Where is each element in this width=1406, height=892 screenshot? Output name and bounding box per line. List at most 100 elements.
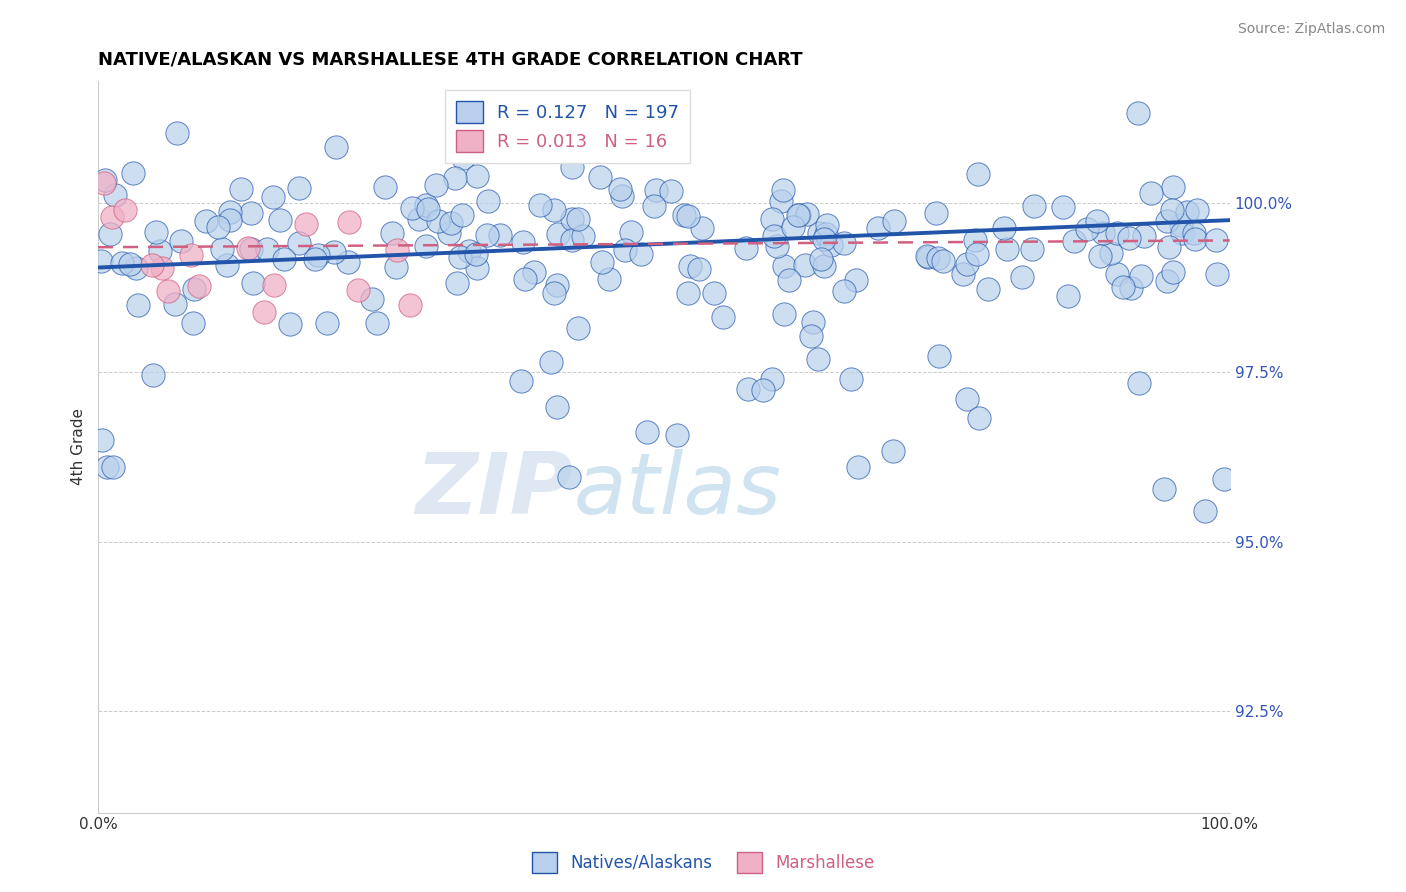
Point bbox=[489, 227, 512, 242]
Text: atlas: atlas bbox=[574, 450, 782, 533]
Point bbox=[114, 203, 136, 218]
Point bbox=[263, 278, 285, 293]
Point bbox=[240, 242, 263, 256]
Point bbox=[543, 286, 565, 301]
Point bbox=[529, 198, 551, 212]
Point bbox=[1187, 203, 1209, 218]
Point bbox=[457, 244, 479, 258]
Point bbox=[928, 349, 950, 363]
Point bbox=[846, 459, 869, 474]
Point bbox=[475, 227, 498, 242]
Point bbox=[690, 221, 713, 235]
Point bbox=[763, 229, 786, 244]
Point bbox=[676, 209, 699, 223]
Point bbox=[157, 284, 180, 298]
Point bbox=[1126, 106, 1149, 120]
Point bbox=[93, 176, 115, 190]
Point bbox=[401, 202, 423, 216]
Point bbox=[613, 243, 636, 257]
Point bbox=[381, 227, 404, 241]
Point bbox=[127, 298, 149, 312]
Legend: Natives/Alaskans, Marshallese: Natives/Alaskans, Marshallese bbox=[524, 846, 882, 880]
Point bbox=[426, 214, 449, 228]
Point bbox=[834, 235, 856, 250]
Point bbox=[1011, 269, 1033, 284]
Point bbox=[609, 182, 631, 196]
Point bbox=[591, 255, 613, 269]
Point bbox=[229, 181, 252, 195]
Point bbox=[449, 250, 471, 264]
Point bbox=[465, 261, 488, 276]
Point bbox=[955, 257, 977, 271]
Point bbox=[737, 382, 759, 396]
Point bbox=[761, 372, 783, 386]
Point bbox=[464, 247, 486, 261]
Point bbox=[304, 252, 326, 266]
Point bbox=[787, 208, 810, 222]
Point bbox=[1161, 202, 1184, 217]
Point bbox=[1085, 213, 1108, 227]
Point bbox=[630, 247, 652, 261]
Point bbox=[288, 235, 311, 250]
Point bbox=[1170, 226, 1192, 240]
Point bbox=[416, 202, 439, 216]
Point bbox=[1063, 234, 1085, 248]
Point bbox=[90, 433, 112, 447]
Point bbox=[917, 251, 939, 265]
Point bbox=[103, 188, 125, 202]
Point bbox=[932, 254, 955, 268]
Point bbox=[832, 284, 855, 298]
Point bbox=[101, 460, 124, 475]
Point bbox=[93, 173, 115, 187]
Point bbox=[180, 248, 202, 262]
Point bbox=[820, 238, 842, 252]
Point bbox=[1133, 228, 1156, 243]
Point bbox=[924, 206, 946, 220]
Point bbox=[659, 184, 682, 198]
Point bbox=[1128, 376, 1150, 391]
Point bbox=[307, 248, 329, 262]
Point bbox=[1177, 205, 1199, 219]
Point bbox=[1119, 281, 1142, 295]
Point bbox=[845, 273, 868, 287]
Point bbox=[808, 226, 831, 240]
Point bbox=[810, 252, 832, 266]
Point bbox=[813, 232, 835, 246]
Point bbox=[546, 401, 568, 415]
Point bbox=[149, 244, 172, 258]
Point bbox=[796, 207, 818, 221]
Point bbox=[142, 368, 165, 382]
Point bbox=[814, 227, 837, 241]
Point bbox=[336, 255, 359, 269]
Point bbox=[1140, 186, 1163, 200]
Point bbox=[1118, 231, 1140, 245]
Y-axis label: 4th Grade: 4th Grade bbox=[72, 409, 86, 485]
Point bbox=[385, 244, 408, 258]
Point bbox=[561, 212, 583, 227]
Point bbox=[561, 234, 583, 248]
Text: NATIVE/ALASKAN VS MARSHALLESE 4TH GRADE CORRELATION CHART: NATIVE/ALASKAN VS MARSHALLESE 4TH GRADE … bbox=[98, 51, 803, 69]
Point bbox=[1076, 222, 1098, 236]
Point bbox=[360, 292, 382, 306]
Point bbox=[325, 140, 347, 154]
Point bbox=[1159, 240, 1181, 254]
Point bbox=[399, 298, 422, 312]
Point bbox=[440, 216, 463, 230]
Point bbox=[883, 214, 905, 228]
Point bbox=[977, 282, 1000, 296]
Point bbox=[558, 470, 581, 484]
Point bbox=[676, 285, 699, 300]
Point bbox=[688, 261, 710, 276]
Point bbox=[444, 170, 467, 185]
Point bbox=[543, 202, 565, 217]
Point bbox=[408, 212, 430, 227]
Point bbox=[100, 210, 122, 224]
Point bbox=[315, 316, 337, 330]
Point bbox=[242, 277, 264, 291]
Point bbox=[644, 183, 666, 197]
Point bbox=[374, 179, 396, 194]
Point bbox=[183, 282, 205, 296]
Point bbox=[1182, 226, 1205, 240]
Point bbox=[703, 286, 725, 301]
Point bbox=[801, 315, 824, 329]
